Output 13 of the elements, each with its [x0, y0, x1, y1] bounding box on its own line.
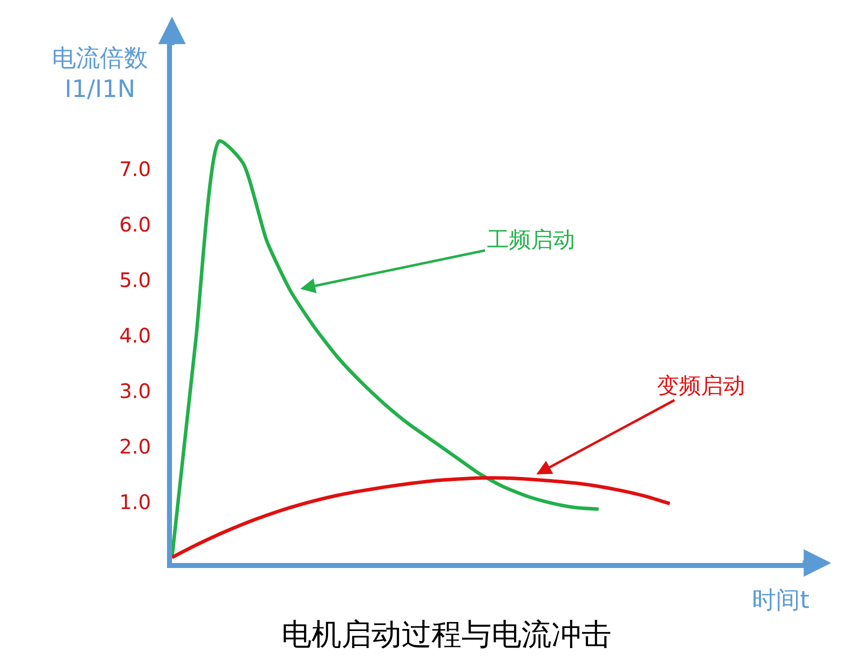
- text: 工频启动: [487, 228, 575, 253]
- text: 电机启动过程与电流冲击: [281, 618, 612, 653]
- text: 变频启动: [657, 374, 745, 399]
- y-axis-title: 电流倍数 I1/I1N: [52, 44, 148, 104]
- y-tick-label: 2.0: [119, 434, 151, 458]
- line-series: [172, 476, 672, 560]
- y-tick-label: 5.0: [119, 268, 151, 292]
- x-axis-title: 时间t: [752, 586, 810, 614]
- y-tick-label: 7.0: [119, 156, 151, 181]
- y-tick-label: 4.0: [119, 323, 151, 348]
- y-tick-label: 1.0: [119, 490, 151, 514]
- y-tick-label: 6.0: [119, 212, 151, 236]
- y-tick-label: 3.0: [119, 378, 151, 403]
